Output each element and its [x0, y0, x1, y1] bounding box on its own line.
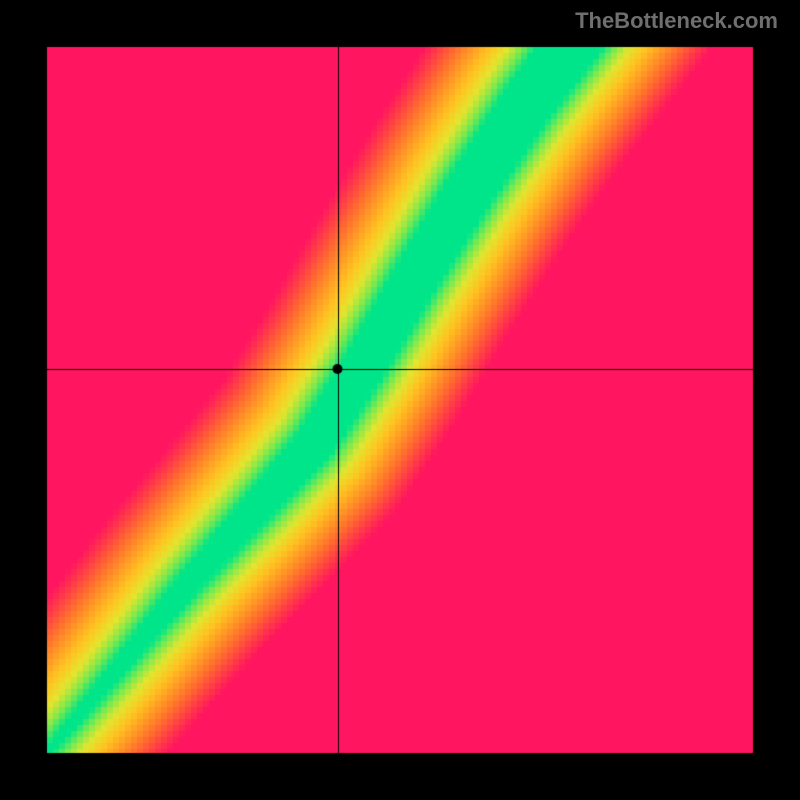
bottleneck-heatmap [0, 0, 800, 800]
chart-container: TheBottleneck.com [0, 0, 800, 800]
